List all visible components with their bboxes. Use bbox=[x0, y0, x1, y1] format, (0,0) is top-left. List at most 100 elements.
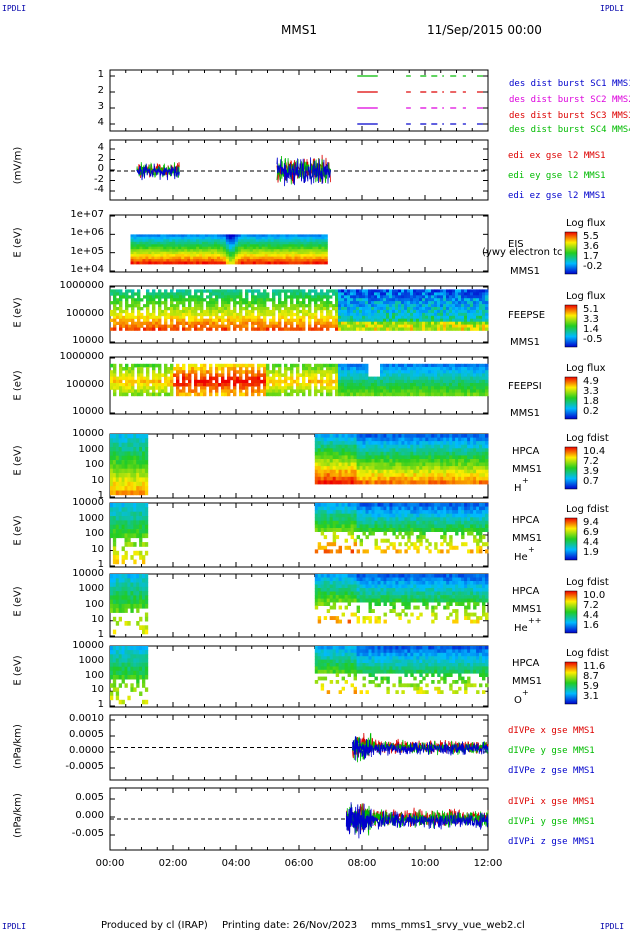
spectro-cell bbox=[374, 386, 378, 390]
spectro-cell bbox=[173, 307, 177, 311]
spectro-cell bbox=[118, 451, 122, 457]
spectro-cell bbox=[113, 392, 117, 397]
spectro-cell bbox=[212, 307, 216, 311]
spectro-cell bbox=[404, 444, 408, 449]
spectro-cell bbox=[428, 455, 432, 460]
spectro-cell bbox=[455, 459, 459, 463]
spectro-cell bbox=[404, 292, 408, 296]
spectro-cell bbox=[458, 370, 462, 374]
spectro-cell bbox=[164, 307, 168, 311]
spectro-cell bbox=[434, 318, 438, 322]
spectro-cell bbox=[127, 451, 131, 457]
spectro-cell bbox=[371, 327, 375, 331]
spectro-cell bbox=[149, 321, 153, 325]
spectro-cell bbox=[362, 386, 366, 390]
spectro-cell bbox=[395, 448, 399, 453]
spectro-cell bbox=[434, 459, 438, 463]
spectro-cell bbox=[455, 367, 459, 371]
spectro-cell bbox=[485, 373, 489, 377]
spectro-cell bbox=[233, 370, 237, 374]
spectro-cell bbox=[122, 392, 126, 397]
spectro-cell bbox=[371, 289, 375, 293]
spectro-cell bbox=[353, 363, 357, 368]
spectro-cell bbox=[208, 236, 212, 240]
spectro-cell bbox=[455, 373, 459, 377]
spectro-cell bbox=[308, 376, 312, 381]
spectro-cell bbox=[341, 363, 345, 368]
spectro-cell bbox=[242, 298, 246, 302]
spectro-cell bbox=[202, 249, 206, 253]
spectro-cell bbox=[263, 315, 267, 320]
spectro-cell bbox=[269, 379, 273, 384]
spectro-cell bbox=[146, 318, 150, 322]
spectro-cell bbox=[437, 434, 441, 438]
spectro-cell bbox=[482, 292, 486, 296]
spectro-cell bbox=[227, 292, 231, 296]
spectro-cell bbox=[401, 466, 405, 471]
spectro-cell bbox=[151, 246, 155, 250]
spectro-cell bbox=[422, 309, 426, 314]
spectro-cell bbox=[218, 307, 222, 311]
spectro-cell bbox=[389, 441, 393, 446]
spectro-cell bbox=[449, 383, 453, 387]
spectro-cell bbox=[160, 239, 164, 243]
spectro-cell bbox=[190, 239, 194, 243]
spectro-cell bbox=[214, 244, 218, 248]
spectro-cell bbox=[434, 292, 438, 296]
spectro-cell bbox=[200, 370, 204, 374]
spectro-cell bbox=[452, 321, 456, 325]
spectro-cell bbox=[443, 434, 447, 438]
spectro-cell bbox=[437, 466, 441, 471]
spectro-cell bbox=[134, 321, 138, 325]
spectro-cell bbox=[116, 301, 120, 305]
spectro-cell bbox=[212, 376, 216, 381]
spectro-cell bbox=[185, 373, 189, 377]
spectro-cell bbox=[145, 261, 149, 265]
spectro-cell bbox=[482, 392, 486, 397]
spectro-cell bbox=[133, 447, 137, 452]
spectro-cell bbox=[170, 315, 174, 320]
spectro-cell bbox=[215, 383, 219, 387]
spectro-cell bbox=[321, 244, 325, 248]
spectro-cell bbox=[470, 304, 474, 308]
spectro-cell bbox=[410, 292, 414, 296]
spectro-cell bbox=[184, 261, 188, 265]
spectro-cell bbox=[119, 383, 123, 387]
spectro-cell bbox=[179, 298, 183, 302]
spectro-cell bbox=[338, 318, 342, 322]
spectro-cell bbox=[254, 318, 258, 322]
spectro-cell bbox=[176, 318, 180, 322]
spectro-cell bbox=[356, 476, 360, 481]
spectro-cell bbox=[119, 295, 123, 299]
spectro-cell bbox=[386, 376, 390, 381]
spectro-cell bbox=[452, 392, 456, 397]
spectro-cell bbox=[130, 261, 134, 265]
spectro-cell bbox=[115, 447, 120, 452]
spectro-cell bbox=[383, 386, 387, 390]
spectro-cell bbox=[119, 367, 123, 371]
spectro-cell bbox=[362, 473, 366, 478]
spectro-cell bbox=[377, 466, 381, 471]
spectro-cell bbox=[246, 244, 251, 248]
spectro-cell bbox=[133, 464, 137, 470]
spectro-cell bbox=[452, 441, 456, 446]
spectro-cell bbox=[309, 244, 313, 248]
spectro-cell bbox=[365, 309, 369, 314]
spectro-cell bbox=[218, 318, 222, 322]
spectro-cell bbox=[115, 442, 120, 448]
spectro-cell bbox=[455, 315, 459, 320]
spectro-cell bbox=[151, 234, 155, 238]
spectro-cell bbox=[169, 249, 173, 253]
spectro-cell bbox=[239, 363, 243, 368]
spectro-cell bbox=[309, 234, 313, 238]
spectro-cell bbox=[401, 309, 405, 314]
spectro-cell bbox=[296, 318, 300, 322]
spectro-cell bbox=[317, 469, 322, 474]
spectro-cell bbox=[188, 392, 192, 397]
spectro-cell bbox=[332, 321, 336, 325]
spectro-cell bbox=[389, 367, 393, 371]
spectro-cell bbox=[335, 307, 339, 311]
spectro-cell bbox=[383, 304, 387, 308]
spectro-cell bbox=[309, 254, 313, 257]
spectro-cell bbox=[332, 459, 337, 463]
